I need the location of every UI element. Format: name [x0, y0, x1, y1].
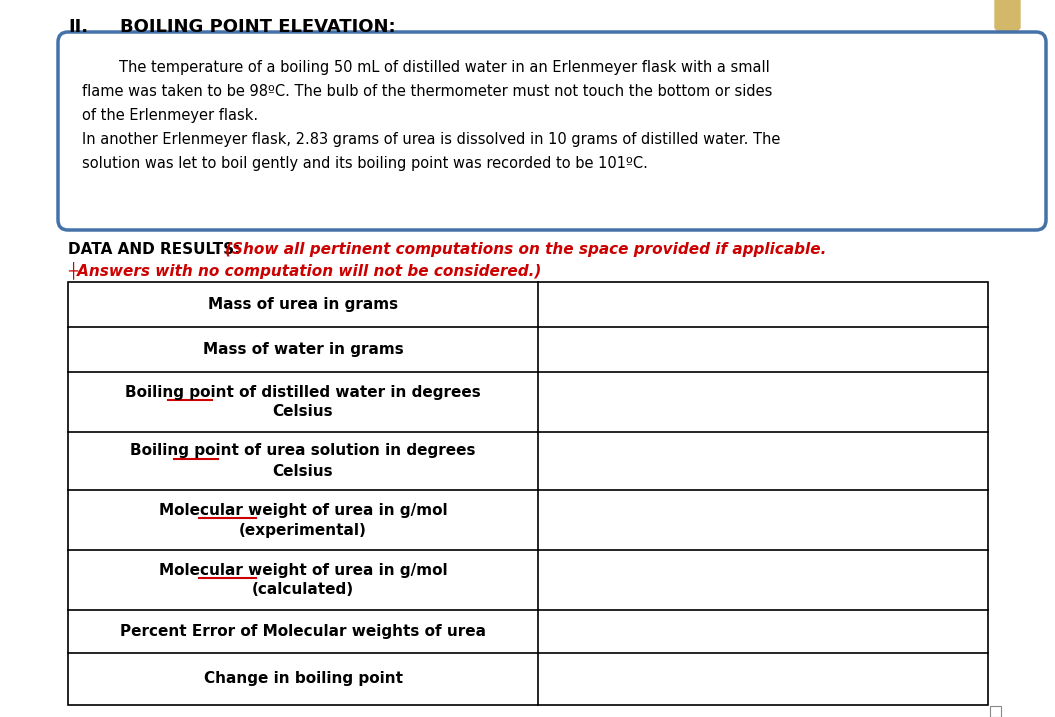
Text: Mass of urea in grams: Mass of urea in grams [208, 297, 398, 312]
Text: Percent Error of Molecular weights of urea: Percent Error of Molecular weights of ur… [120, 624, 486, 639]
Text: Molecular weight of urea in g/mol: Molecular weight of urea in g/mol [158, 563, 447, 577]
Text: In another Erlenmeyer flask, 2.83 grams of urea is dissolved in 10 grams of dist: In another Erlenmeyer flask, 2.83 grams … [82, 132, 781, 147]
Text: solution was let to boil gently and its boiling point was recorded to be 101ºC.: solution was let to boil gently and its … [82, 156, 648, 171]
Text: ┼Answers with no computation will not be considered.): ┼Answers with no computation will not be… [68, 261, 541, 279]
Text: DATA AND RESULTS:: DATA AND RESULTS: [68, 242, 246, 257]
Text: Celsius: Celsius [272, 463, 333, 478]
Text: (experimental): (experimental) [239, 523, 367, 538]
Text: The temperature of a boiling 50 mL of distilled water in an Erlenmeyer flask wit: The temperature of a boiling 50 mL of di… [82, 60, 770, 75]
Text: BOILING POINT ELEVATION:: BOILING POINT ELEVATION: [120, 18, 396, 36]
Bar [68, 282, 987, 705]
Text: Boiling point of distilled water in degrees: Boiling point of distilled water in degr… [126, 384, 481, 399]
Text: Change in boiling point: Change in boiling point [204, 672, 403, 686]
Bar [990, 706, 1001, 717]
Text: Mass of water in grams: Mass of water in grams [203, 342, 403, 357]
Polygon shape [995, 0, 1020, 42]
Text: Celsius: Celsius [272, 404, 333, 419]
Text: Molecular weight of urea in g/mol: Molecular weight of urea in g/mol [158, 503, 447, 518]
FancyBboxPatch shape [58, 32, 1046, 230]
Text: Boiling point of urea solution in degrees: Boiling point of urea solution in degree… [130, 444, 476, 458]
Text: (calculated): (calculated) [252, 582, 354, 597]
Text: flame was taken to be 98ºC. The bulb of the thermometer must not touch the botto: flame was taken to be 98ºC. The bulb of … [82, 84, 772, 99]
Text: (Show all pertinent computations on the space provided if applicable.: (Show all pertinent computations on the … [225, 242, 826, 257]
Text: II.: II. [68, 18, 89, 36]
Text: of the Erlenmeyer flask.: of the Erlenmeyer flask. [82, 108, 258, 123]
